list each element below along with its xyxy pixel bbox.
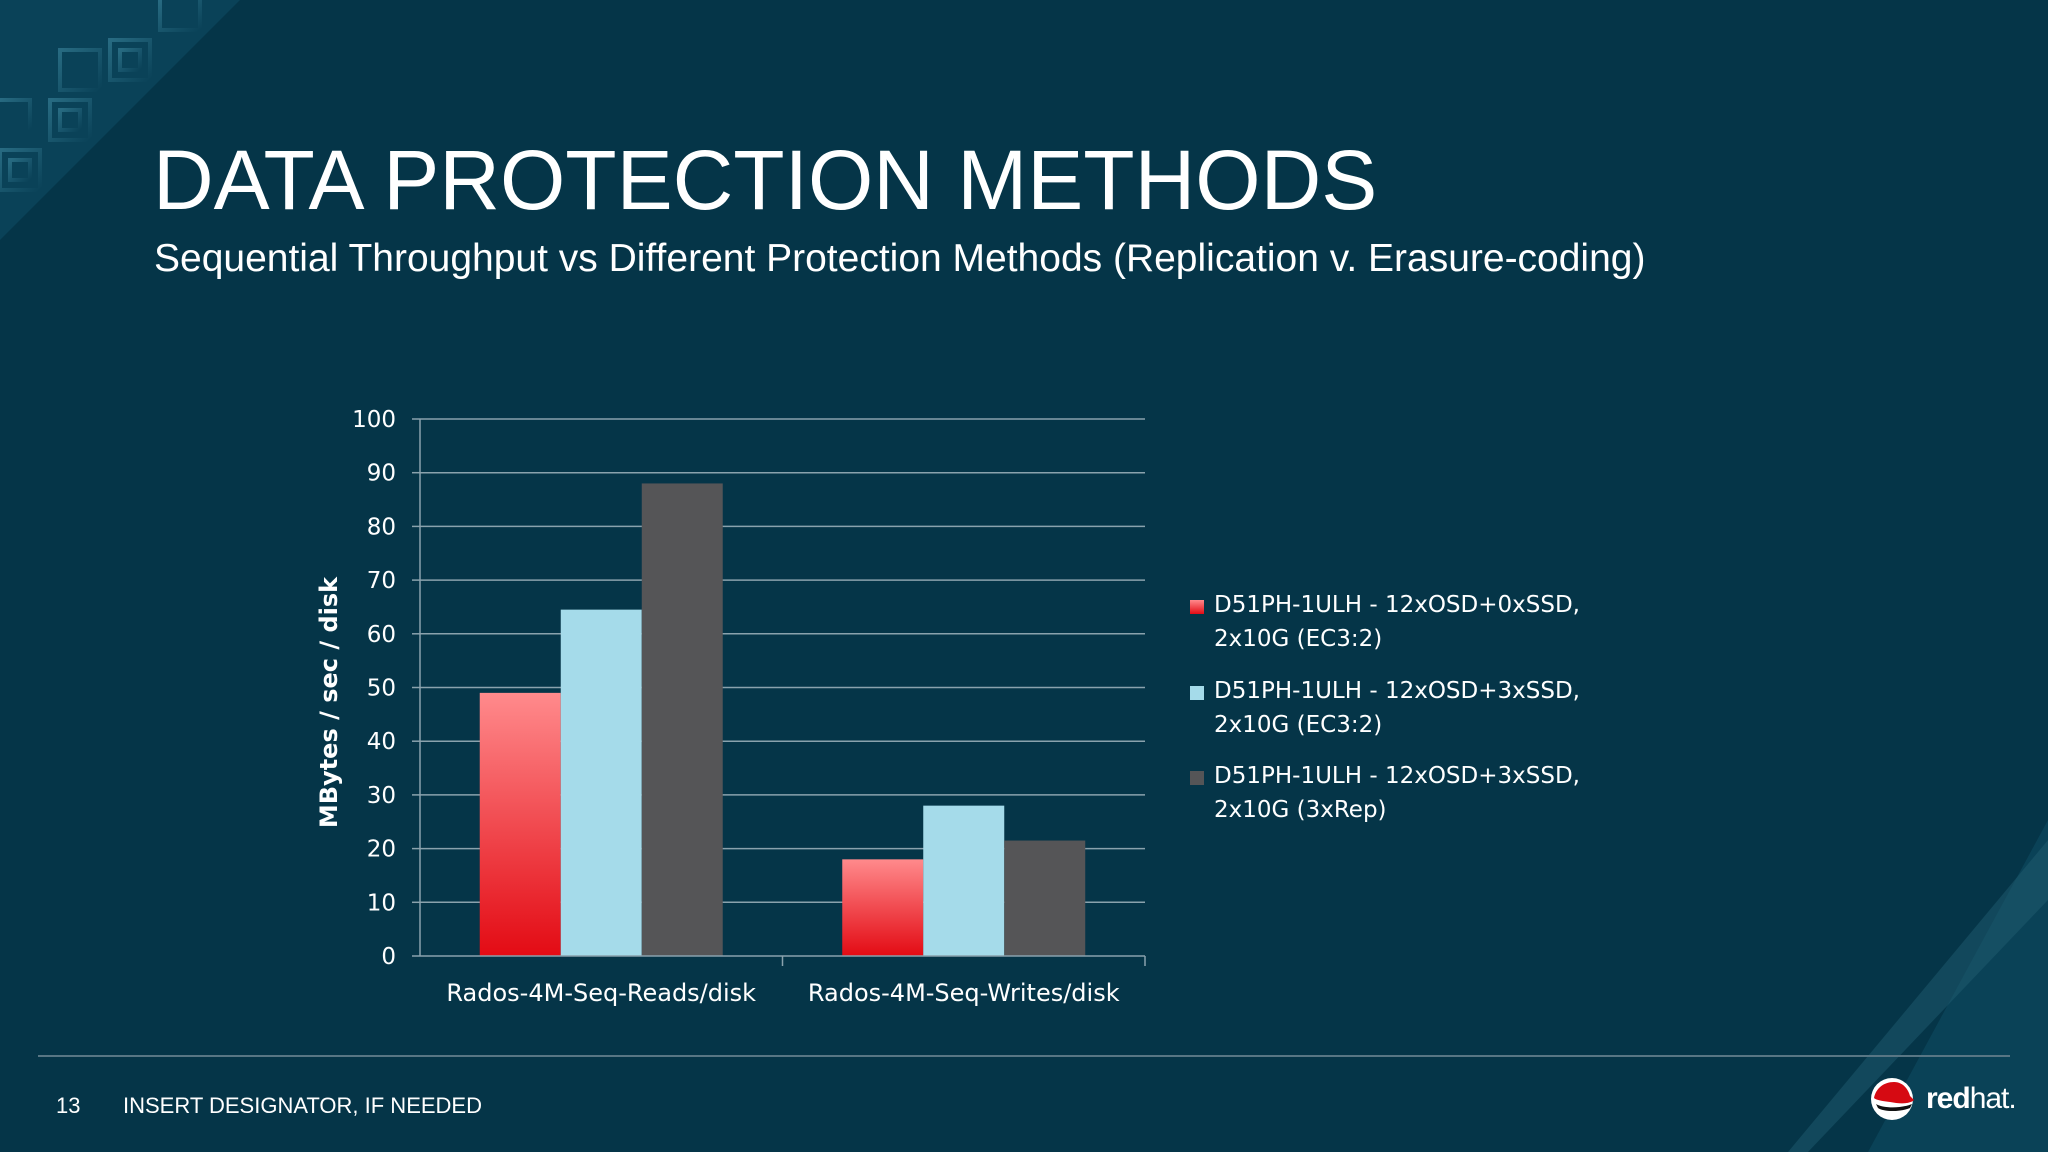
y-tick-label: 80	[367, 514, 396, 540]
slide-title: DATA PROTECTION METHODS	[153, 133, 1378, 227]
x-category-label: Rados-4M-Seq-Reads/disk	[446, 979, 756, 1007]
slide-subtitle: Sequential Throughput vs Different Prote…	[154, 237, 1646, 280]
bar	[1004, 840, 1086, 956]
y-axis-title: MBytes / sec / disk	[315, 576, 343, 828]
y-tick-label: 50	[367, 676, 396, 702]
redhat-wordmark: redhat.	[1926, 1082, 2017, 1115]
bar	[842, 859, 924, 956]
y-tick-label: 100	[352, 407, 396, 433]
legend-swatch	[1190, 771, 1204, 785]
y-tick-label: 10	[367, 890, 396, 916]
bar	[560, 609, 642, 956]
y-tick-label: 90	[367, 461, 396, 487]
bar	[641, 483, 723, 956]
y-tick-label: 40	[367, 729, 396, 755]
bar	[479, 692, 561, 956]
legend-label: D51PH-1ULH - 12xOSD+0xSSD, 2x10G (EC3:2)	[1214, 592, 1580, 652]
y-tick-label: 0	[381, 944, 396, 970]
y-tick-label: 60	[367, 622, 396, 648]
slide-number: 13	[56, 1093, 81, 1118]
decorative-stripe	[1788, 820, 2048, 1152]
footer-designator: INSERT DESIGNATOR, IF NEEDED	[123, 1093, 482, 1118]
legend-swatch	[1190, 685, 1204, 700]
bar	[923, 805, 1005, 956]
x-category-label: Rados-4M-Seq-Writes/disk	[808, 979, 1120, 1007]
legend-swatch	[1190, 600, 1204, 614]
y-tick-label: 20	[367, 837, 396, 863]
legend-label: D51PH-1ULH - 12xOSD+3xSSD, 2x10G (3xRep)	[1214, 763, 1580, 823]
redhat-shadowman-icon	[1871, 1078, 1914, 1120]
footer-divider	[38, 1055, 2010, 1057]
decorative-pattern	[0, 0, 240, 240]
y-tick-label: 30	[367, 783, 396, 809]
legend-label: D51PH-1ULH - 12xOSD+3xSSD, 2x10G (EC3:2)	[1214, 677, 1580, 738]
y-tick-label: 70	[367, 568, 396, 594]
redhat-logo: redhat.	[1870, 1076, 2017, 1122]
